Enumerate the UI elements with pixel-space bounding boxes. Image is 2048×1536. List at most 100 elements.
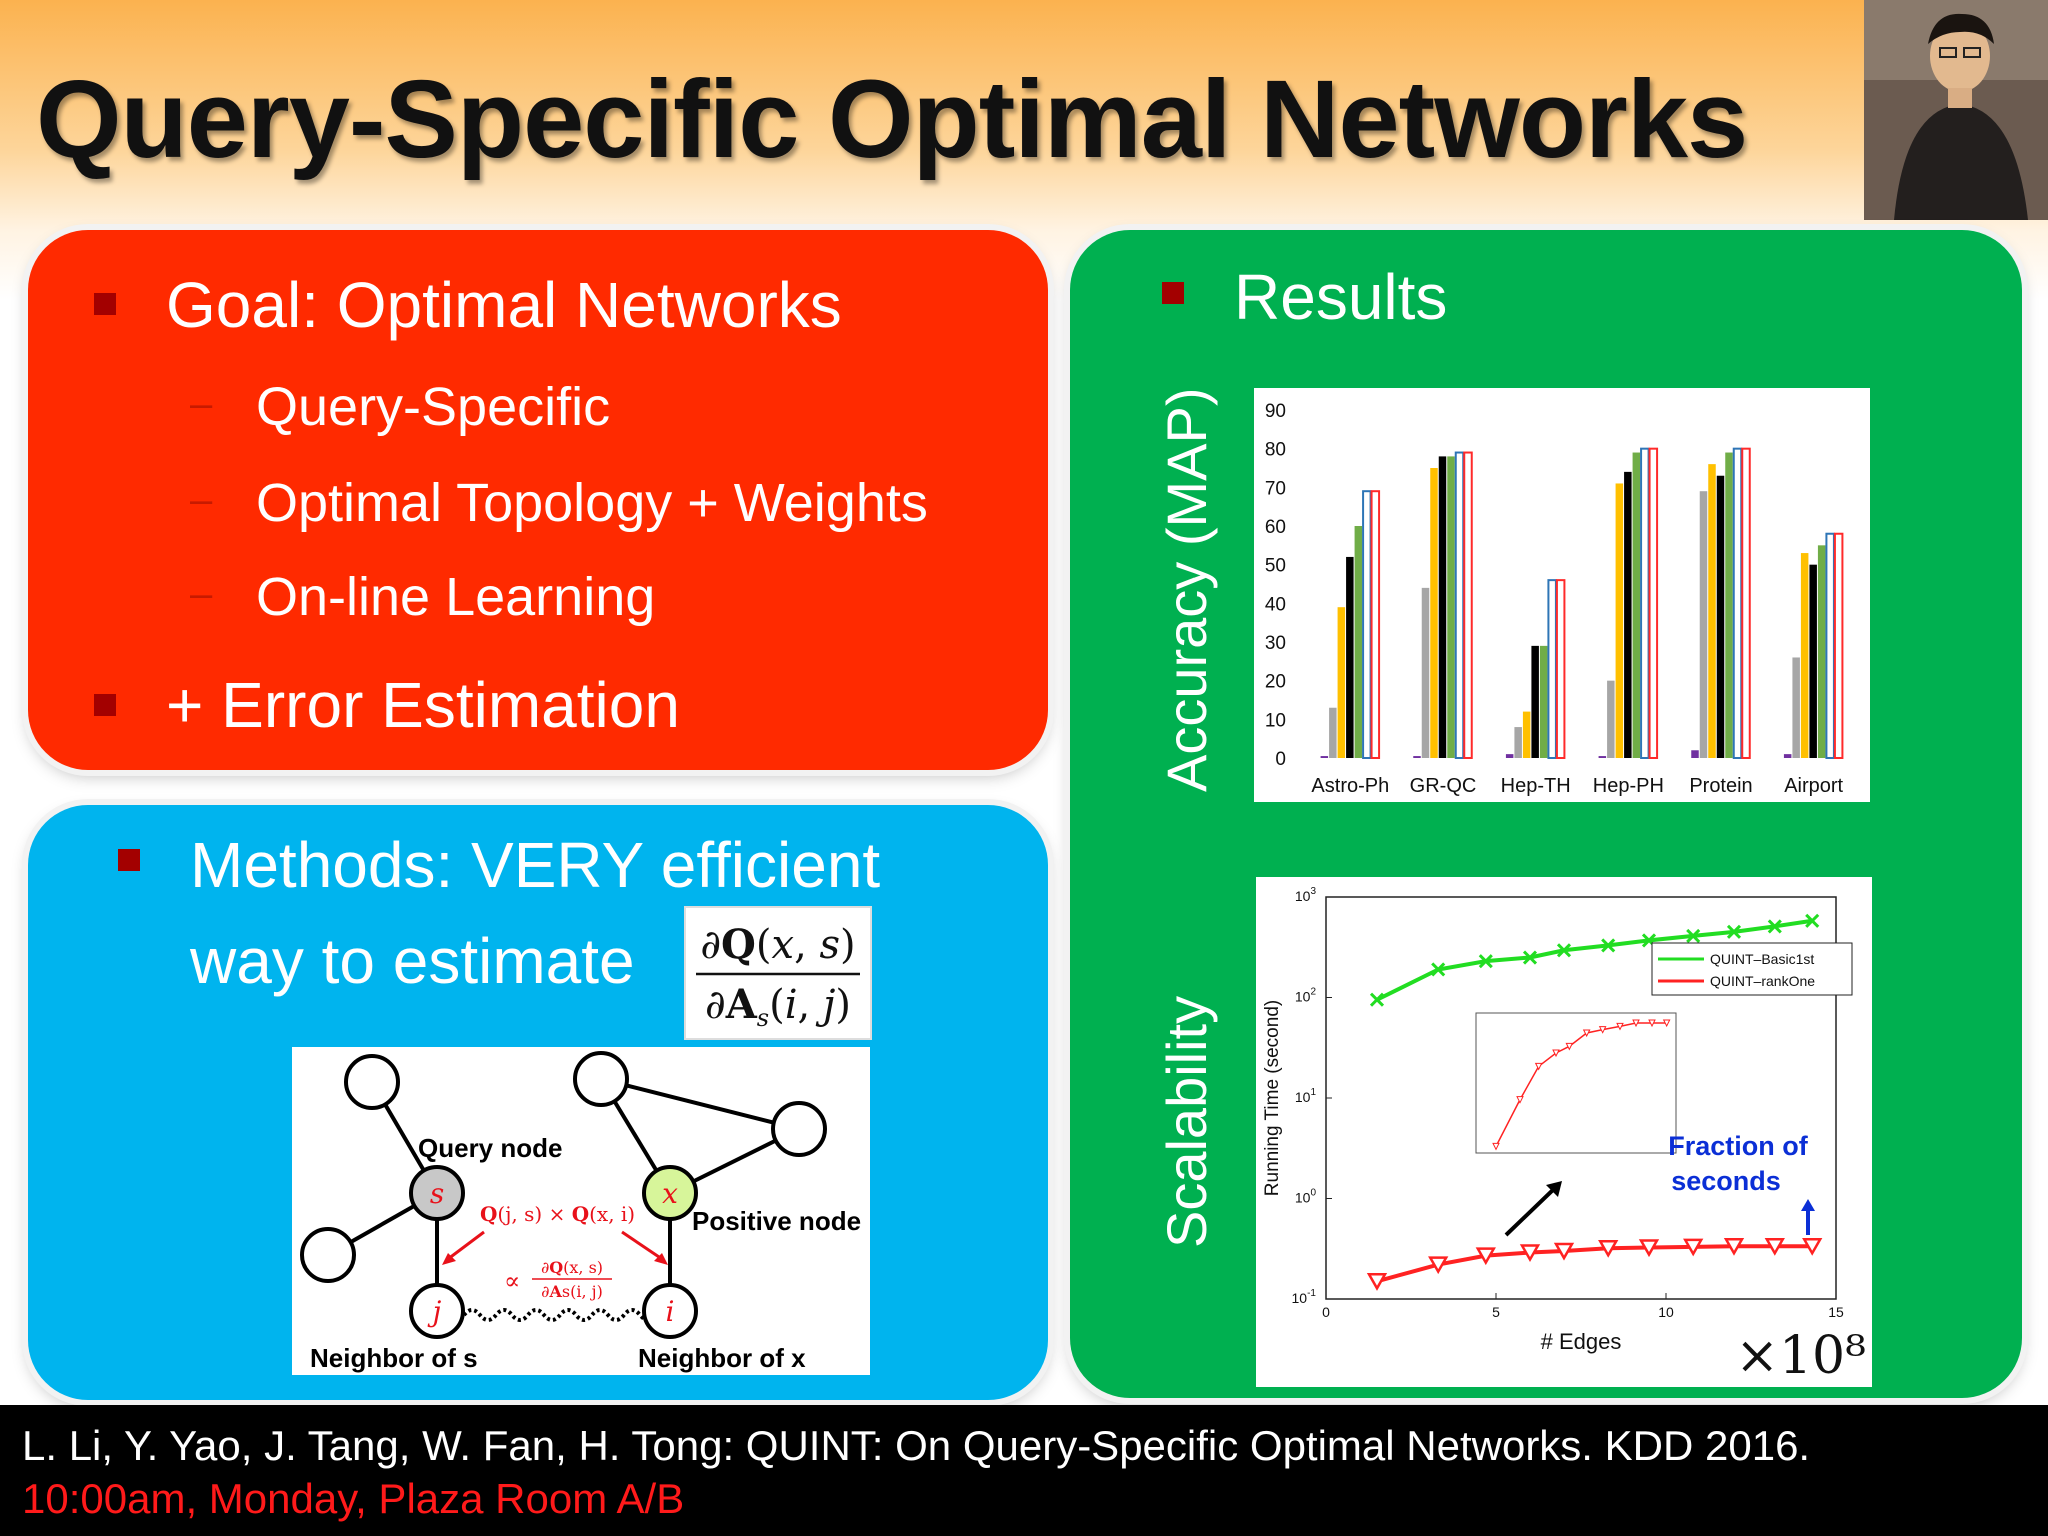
mini-formula-den: ∂As(i, j) [541, 1282, 603, 1301]
annotation-text: Fraction of [1668, 1131, 1809, 1161]
bar [1632, 452, 1641, 758]
y-tick-label: 103 [1295, 886, 1317, 904]
bar [1699, 491, 1708, 758]
bar [1833, 532, 1844, 759]
series-marker [1726, 924, 1742, 939]
bar [1463, 451, 1473, 760]
bar [1454, 451, 1465, 760]
y-tick-label: 101 [1295, 1087, 1317, 1105]
bar [1421, 587, 1430, 758]
chart-legend: QUINT–Basic1st QUINT–rankOne [1651, 942, 1853, 996]
bar [1430, 468, 1438, 758]
bar [1329, 707, 1337, 758]
x-category-label: Protein [1689, 775, 1752, 797]
bar [1691, 750, 1699, 758]
wavy-edge [462, 1308, 658, 1322]
bar [1792, 657, 1800, 758]
annotation-text: seconds [1671, 1166, 1781, 1196]
node [573, 1051, 629, 1107]
sub-item-query-specific: Query-Specific [256, 377, 611, 437]
arrow-right [621, 1230, 663, 1261]
bar [1370, 490, 1381, 759]
neighbor-s-node [409, 1283, 465, 1339]
inset-marker [1492, 1142, 1500, 1151]
node [771, 1101, 827, 1157]
methods-line2: way to estimate [190, 925, 635, 997]
query-node-label: Query node [418, 1133, 562, 1163]
series-marker [1431, 962, 1446, 977]
series-marker [1556, 943, 1572, 958]
positive-node-label: Positive node [692, 1206, 861, 1236]
proportional-symbol: ∝ [504, 1267, 520, 1295]
bullet-square [94, 694, 116, 716]
y-tick-label: 10 [1265, 710, 1286, 731]
bar [1505, 754, 1514, 758]
citation-text: L. Li, Y. Yao, J. Tang, W. Fan, H. Tong:… [22, 1422, 1811, 1469]
bar [1354, 526, 1363, 758]
product-formula: Q(j, s) × Q(x, i) [480, 1202, 635, 1226]
bar [1741, 447, 1751, 760]
bar [1783, 754, 1792, 758]
inset-marker [1598, 1026, 1607, 1034]
series-marker [1598, 1239, 1619, 1258]
speaker-video [1864, 0, 2048, 220]
x-category-label: Astro-Ph [1311, 775, 1389, 797]
bar [1320, 756, 1329, 758]
inset-marker [1648, 1019, 1656, 1028]
bar [1615, 483, 1624, 758]
x-multiplier: ×10⁸ [1735, 1326, 1866, 1386]
accuracy-axis-label: Accuracy (MAP) [1155, 387, 1218, 793]
y-tick-label: 50 [1265, 556, 1286, 577]
legend-label: QUINT–rankOne [1710, 973, 1815, 989]
bar [1648, 447, 1659, 760]
bar [1447, 456, 1455, 758]
x-category-label: Airport [1784, 775, 1843, 797]
series-marker [1638, 1239, 1660, 1258]
inset-marker [1662, 1019, 1671, 1028]
bar [1598, 756, 1607, 758]
dash: – [190, 478, 213, 522]
svg-text:∂Q(x, s): ∂Q(x, s) [700, 921, 855, 968]
bar [1640, 447, 1650, 760]
inset-marker [1565, 1042, 1574, 1051]
series-marker [1683, 1238, 1704, 1257]
bar [1539, 645, 1548, 758]
bar [1716, 475, 1725, 758]
bar [1522, 711, 1531, 758]
bar [1825, 532, 1835, 759]
bar [1547, 579, 1557, 759]
methods-line1: Methods: VERY efficient [190, 829, 881, 901]
node-s-label: s [430, 1177, 444, 1210]
derivative-formula: ∂Q(x, s) ∂As(i, j) [684, 906, 872, 1040]
query-node [409, 1165, 465, 1221]
series-marker [1686, 928, 1701, 943]
arrow-head [1801, 1199, 1815, 1211]
bar [1732, 447, 1743, 760]
bullet-square [1162, 282, 1184, 304]
y-tick-label: 90 [1265, 401, 1286, 422]
series-marker [1366, 1273, 1388, 1291]
dash: – [190, 572, 213, 616]
arrow-head [442, 1253, 456, 1265]
series-marker [1767, 919, 1782, 934]
network-diagram: s x j i Query node Positive node Neighbo… [292, 1047, 870, 1375]
series-marker [1478, 954, 1493, 969]
bar [1607, 680, 1615, 758]
bar [1362, 490, 1372, 759]
series-marker [1553, 1242, 1575, 1261]
neighbor-x-label: Neighbor of x [638, 1343, 806, 1373]
sub-item-topology: Optimal Topology + Weights [256, 473, 928, 533]
y-tick-label: 10-1 [1292, 1288, 1317, 1306]
positive-node [642, 1165, 698, 1221]
node-i-label: i [666, 1295, 675, 1328]
y-tick-label: 100 [1295, 1188, 1317, 1206]
arrow-head [1546, 1181, 1562, 1197]
inset-chart [1475, 1012, 1677, 1154]
x-category-label: Hep-PH [1593, 775, 1664, 797]
bar [1817, 545, 1826, 758]
bar [1337, 607, 1346, 758]
x-tick-label: 5 [1492, 1304, 1500, 1320]
scalability-line-chart: 0 5 10 15 10-1 100 101 102 103 Running Time (seco… [1256, 877, 1872, 1387]
bar [1809, 564, 1817, 758]
neighbor-s-label: Neighbor of s [310, 1343, 478, 1373]
